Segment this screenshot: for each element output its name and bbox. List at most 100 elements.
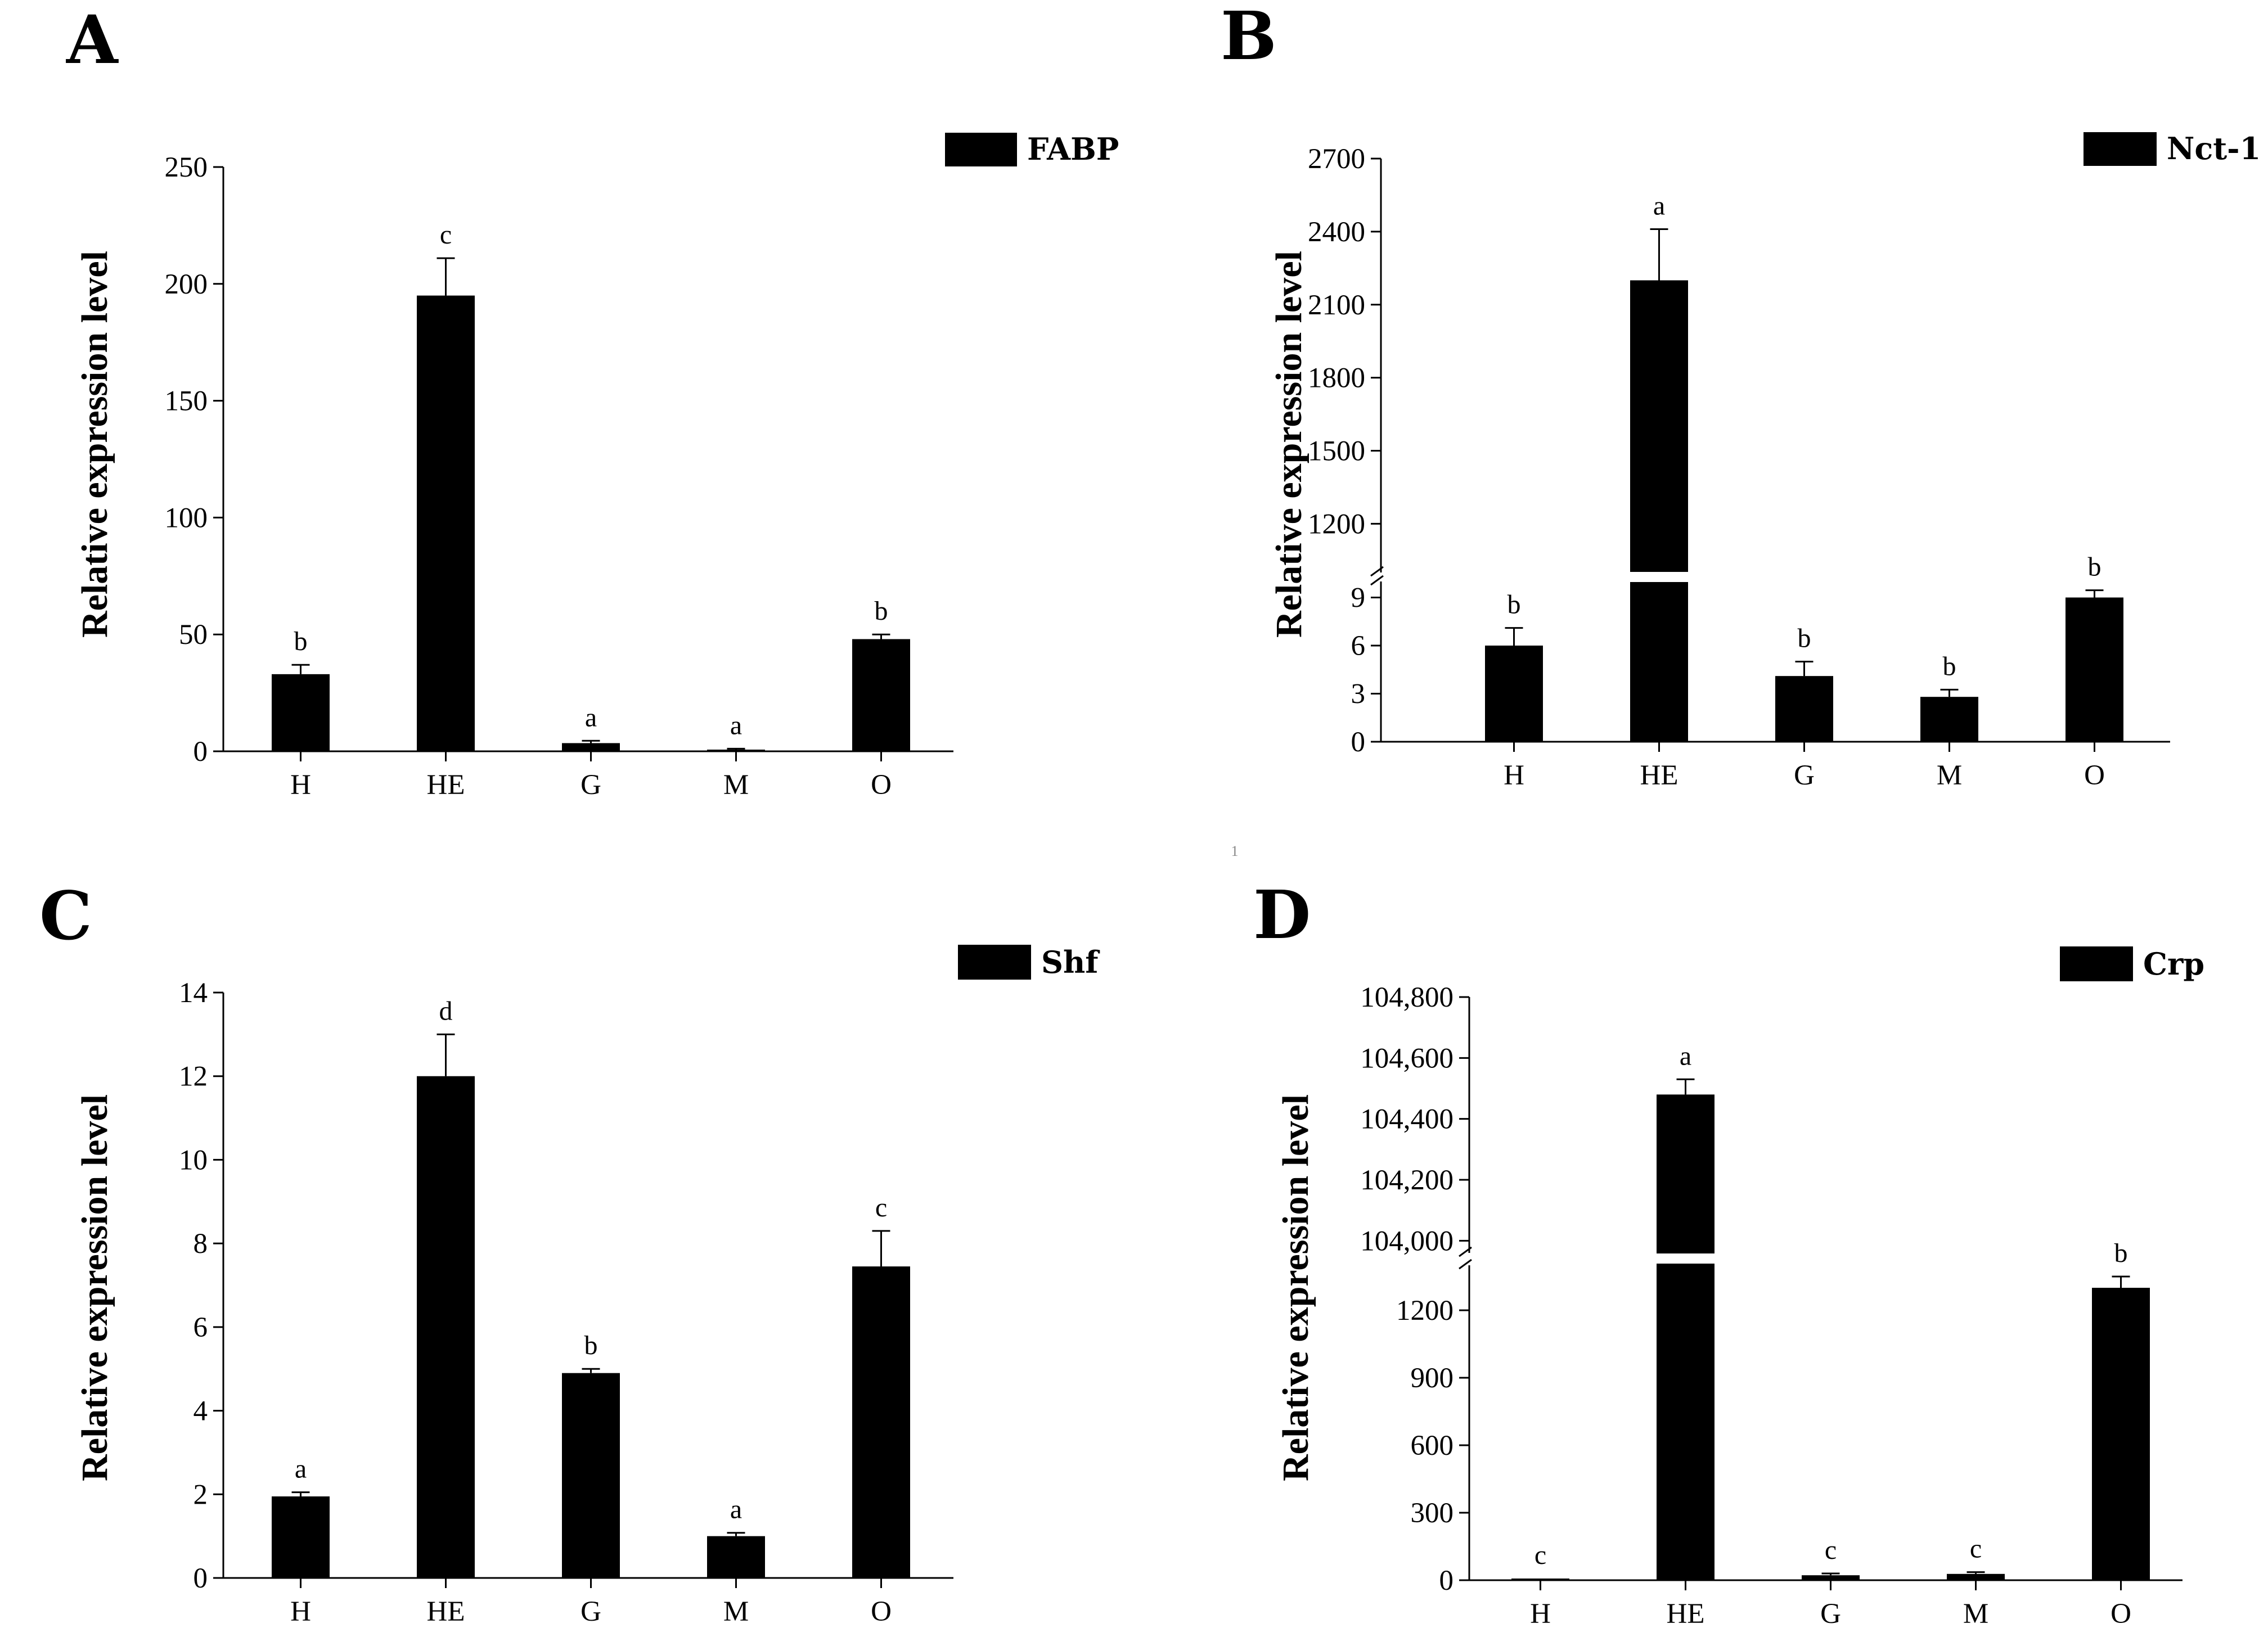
y-tick-label: 3 (1351, 679, 1366, 710)
y-tick-label: 104,800 (1360, 982, 1454, 1013)
y-tick-label: 100 (165, 502, 208, 534)
page-mark: 1 (1231, 843, 1239, 859)
y-tick-label: 10 (179, 1144, 208, 1176)
y-tick-label: 600 (1411, 1430, 1454, 1462)
x-tick-label: G (580, 1596, 601, 1627)
y-axis-title: Relative expression level (1275, 1094, 1316, 1481)
panel-b: B Nct-1 Relative expression level 0 3 6 9 1200 1… (1221, 0, 2261, 791)
significance-label: b (2088, 552, 2102, 582)
x-tick-label: G (580, 769, 601, 801)
y-tick-label: 6 (194, 1312, 208, 1343)
significance-label: a (1653, 191, 1665, 221)
legend-label: FABP (1027, 131, 1119, 167)
y-tick-label: 1200 (1396, 1295, 1454, 1327)
panel-letter: B (1221, 0, 1277, 75)
x-tick-label: O (871, 769, 892, 801)
x-tick-label: M (1937, 760, 1962, 791)
y-axis-title: Relative expression level (1268, 251, 1310, 638)
significance-label: a (730, 710, 742, 740)
significance-label: b (584, 1331, 598, 1360)
bar (1657, 1094, 1714, 1580)
bar (1775, 676, 1833, 742)
axis-break-mark (1370, 575, 1384, 586)
significance-label: c (1534, 1540, 1546, 1570)
y-tick-label: 50 (179, 619, 208, 651)
y-tick-label: 12 (179, 1061, 208, 1093)
y-tick-label: 1800 (1308, 363, 1365, 394)
y-tick-label: 104,600 (1360, 1043, 1454, 1074)
y-tick-label: 0 (1351, 727, 1366, 758)
x-tick-label: HE (1640, 760, 1678, 791)
significance-label: b (294, 626, 308, 656)
x-tick-label: H (290, 1596, 311, 1627)
bar (1630, 280, 1688, 742)
y-tick-label: 1200 (1308, 508, 1365, 540)
y-tick-label: 8 (194, 1228, 208, 1260)
significance-label: a (730, 1495, 742, 1525)
y-tick-label: 300 (1411, 1498, 1454, 1529)
significance-label: b (1798, 624, 1811, 653)
bar (852, 1266, 910, 1578)
bar (417, 295, 475, 751)
y-tick-label: 900 (1411, 1363, 1454, 1394)
panel-a: A FABP Relative expression level 0 50 100 150 2… (66, 1, 1119, 801)
y-tick-label: 2100 (1308, 290, 1365, 321)
y-tick-label: 250 (165, 152, 208, 183)
legend-label: Crp (2143, 946, 2204, 982)
bar (2066, 597, 2123, 742)
panel-letter: A (66, 1, 119, 79)
bar (1511, 1579, 1569, 1580)
x-tick-label: H (290, 769, 311, 801)
bar (1485, 646, 1543, 742)
x-tick-label: HE (427, 769, 465, 801)
y-tick-label: 14 (179, 977, 208, 1009)
bar-break-gap (1629, 572, 1689, 582)
significance-label: b (2114, 1238, 2128, 1268)
axis-break-mark (1459, 1259, 1472, 1270)
x-tick-label: O (2110, 1598, 2131, 1630)
significance-label: b (875, 596, 888, 626)
x-tick-label: M (723, 1596, 749, 1627)
x-tick-label: M (1963, 1598, 1988, 1630)
bar (562, 743, 620, 751)
bar (707, 750, 765, 751)
y-tick-label: 104,200 (1360, 1165, 1454, 1196)
y-tick-label: 104,000 (1360, 1225, 1454, 1257)
bar (852, 639, 910, 751)
panel-d: D Crp Relative expression level 0 300 600 900 1… (1253, 876, 2204, 1630)
y-tick-label: 150 (165, 386, 208, 417)
bar-break-gap (1655, 1253, 1716, 1264)
legend-swatch (945, 133, 1017, 166)
significance-label: a (1680, 1041, 1691, 1071)
significance-label: b (1943, 651, 1956, 681)
legend-swatch (2084, 132, 2157, 166)
y-tick-label: 0 (194, 736, 208, 768)
legend-swatch (2060, 946, 2133, 981)
bar (1802, 1575, 1860, 1580)
y-axis-title: Relative expression level (74, 251, 115, 638)
y-tick-label: 2400 (1308, 217, 1365, 248)
y-tick-label: 2700 (1308, 143, 1365, 175)
significance-label: c (1970, 1534, 1982, 1564)
bar (272, 674, 330, 751)
bar (1947, 1573, 2005, 1580)
legend-swatch (958, 945, 1031, 980)
x-tick-label: G (1820, 1598, 1841, 1630)
bar (2092, 1288, 2150, 1580)
x-tick-label: HE (1667, 1598, 1705, 1630)
x-tick-label: O (2084, 760, 2105, 791)
y-tick-label: 0 (1439, 1565, 1454, 1597)
bar (417, 1076, 475, 1578)
legend-label: Nct-1 (2167, 130, 2261, 166)
axis-break-mark (1370, 566, 1384, 577)
significance-label: d (439, 996, 453, 1026)
y-tick-label: 2 (194, 1479, 208, 1510)
y-tick-label: 104,400 (1360, 1104, 1454, 1135)
bar (707, 1536, 765, 1578)
y-axis-title: Relative expression level (74, 1094, 115, 1481)
significance-label: b (1508, 590, 1521, 620)
x-tick-label: G (1794, 760, 1815, 791)
y-tick-label: 1500 (1308, 436, 1365, 467)
bar (272, 1496, 330, 1578)
